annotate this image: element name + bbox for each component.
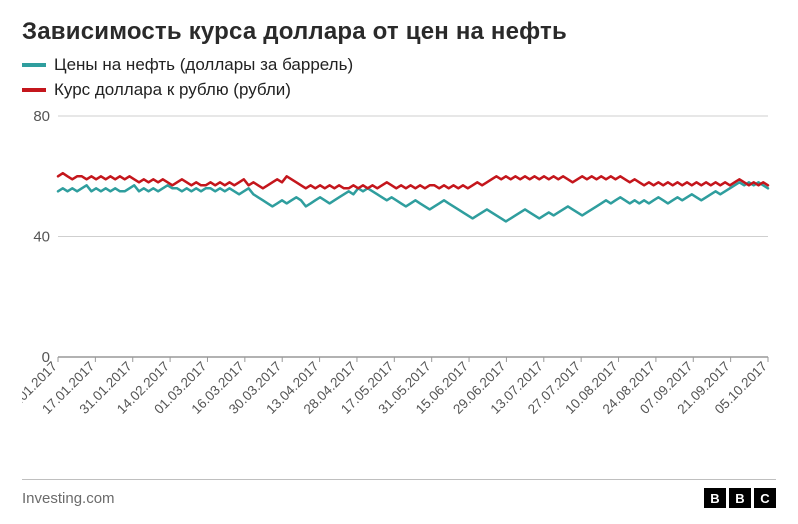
chart-title: Зависимость курса доллара от цен на нефт… — [22, 18, 776, 46]
legend-item-oil: Цены на нефть (доллары за баррель) — [22, 54, 776, 77]
footer: Investing.com B B C — [22, 479, 776, 508]
legend-swatch-usdrub — [22, 88, 46, 92]
legend-swatch-oil — [22, 63, 46, 67]
bbc-logo: B B C — [704, 488, 776, 508]
bbc-logo-letter: B — [704, 488, 726, 508]
chart-plot-area: 0408003.01.201717.01.201731.01.201714.02… — [22, 108, 776, 408]
legend: Цены на нефть (доллары за баррель) Курс … — [22, 54, 776, 102]
legend-label-usdrub: Курс доллара к рублю (рубли) — [54, 79, 291, 102]
svg-text:40: 40 — [33, 228, 50, 245]
chart-svg: 0408003.01.201717.01.201731.01.201714.02… — [22, 108, 776, 451]
source-label: Investing.com — [22, 490, 115, 507]
bbc-logo-letter: B — [729, 488, 751, 508]
legend-item-usdrub: Курс доллара к рублю (рубли) — [22, 79, 776, 102]
chart-container: Зависимость курса доллара от цен на нефт… — [0, 0, 798, 524]
legend-label-oil: Цены на нефть (доллары за баррель) — [54, 54, 353, 77]
bbc-logo-letter: C — [754, 488, 776, 508]
svg-text:80: 80 — [33, 108, 50, 125]
